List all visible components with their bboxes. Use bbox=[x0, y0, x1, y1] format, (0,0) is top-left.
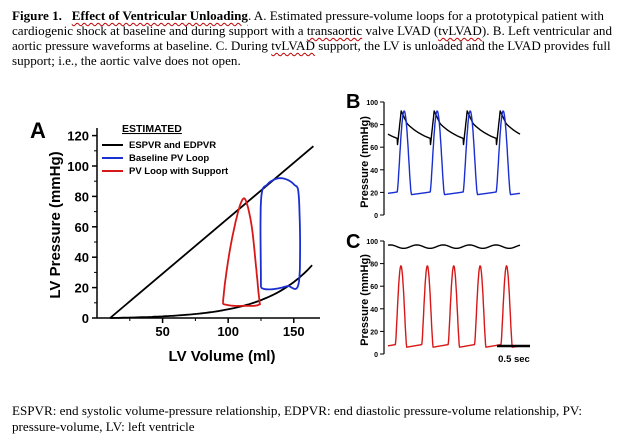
legend-label-support: PV Loop with Support bbox=[129, 166, 229, 177]
panel-a-y-tick-label: 20 bbox=[75, 281, 89, 296]
panel-c-axes: 0 20 40 60 80 100 bbox=[366, 239, 385, 359]
figure-caption: Figure 1. Effect of Ventricular Unloadin… bbox=[12, 8, 628, 68]
pv-series-pv-loop-with-support bbox=[222, 197, 261, 307]
caption-text-1: . A. Estimated pressure-volume loops for… bbox=[12, 8, 604, 38]
pv-series-edpvr bbox=[110, 264, 313, 319]
waveform-y-tick-label: 20 bbox=[370, 329, 378, 336]
panel-a-y-tick-label: 40 bbox=[75, 250, 89, 265]
panel-a-x-tick-label: 150 bbox=[283, 324, 305, 339]
waveform-y-tick-label: 40 bbox=[370, 307, 378, 314]
panel-a-y-axis-label: LV Pressure (mmHg) bbox=[47, 151, 64, 298]
panel-a-y-tick-label: 100 bbox=[67, 159, 89, 174]
panel-a-x-axis-label: LV Volume (ml) bbox=[169, 348, 276, 365]
figure-title: Effect of Ventricular Unloading bbox=[71, 8, 248, 23]
caption-text-2: valve LVAD ( bbox=[362, 23, 439, 38]
panel-a-y-tick-label: 60 bbox=[75, 220, 89, 235]
waveform-y-tick-label: 80 bbox=[370, 123, 378, 130]
panel-a-axes: 0 20 40 60 80 100 120 50 100 150 bbox=[67, 128, 320, 339]
panel-a-y-tick-label: 0 bbox=[82, 311, 89, 326]
legend-title: ESTIMATED bbox=[122, 123, 182, 135]
waveform-y-tick-label: 20 bbox=[370, 190, 378, 197]
panel-b-plot bbox=[387, 110, 521, 196]
waveform-aortic-flat bbox=[387, 244, 521, 249]
abbreviations-footnote: ESPVR: end systolic volume-pressure rela… bbox=[12, 403, 582, 434]
caption-word-tvlvad-1: tvLVAD bbox=[438, 23, 482, 38]
waveform-y-tick-label: 0 bbox=[374, 213, 378, 220]
waveform-y-tick-label: 100 bbox=[366, 100, 378, 107]
panel-a-letter: A bbox=[30, 118, 46, 143]
panel-c-letter: C bbox=[346, 231, 360, 253]
panel-a-x-tick-label: 100 bbox=[217, 324, 239, 339]
caption-text-4: support, the LV is unloaded and the LVAD… bbox=[12, 38, 611, 68]
waveform-aortic bbox=[387, 110, 521, 146]
pv-series-espvr bbox=[109, 145, 314, 319]
panel-b: B Pressure (mmHg) 0 20 40 60 80 100 bbox=[346, 91, 521, 220]
panel-a-x-tick-label: 50 bbox=[155, 324, 169, 339]
waveform-y-tick-label: 0 bbox=[374, 352, 378, 359]
panel-a-plot bbox=[109, 145, 314, 319]
waveform-y-tick-label: 60 bbox=[370, 284, 378, 291]
legend-label-baseline: Baseline PV Loop bbox=[129, 153, 209, 164]
panel-a: A LV Pressure (mmHg) LV Volume (ml) 0 20 4… bbox=[30, 118, 320, 365]
panel-a-legend: ESTIMATED ESPVR and EDPVR Baseline PV Lo… bbox=[102, 123, 229, 177]
panel-c: C Pressure (mmHg) 0 20 40 60 80 100 0.5 sec bbox=[346, 231, 530, 365]
panel-b-axes: 0 20 40 60 80 100 bbox=[366, 100, 385, 220]
panel-b-y-axis-label: Pressure (mmHg) bbox=[359, 116, 371, 208]
panel-c-y-axis-label: Pressure (mmHg) bbox=[359, 254, 371, 346]
waveform-y-tick-label: 80 bbox=[370, 262, 378, 269]
waveform-y-tick-label: 100 bbox=[366, 239, 378, 246]
waveform-y-tick-label: 40 bbox=[370, 168, 378, 175]
figure-panels: A LV Pressure (mmHg) LV Volume (ml) 0 20 4… bbox=[30, 91, 530, 365]
waveform-y-tick-label: 60 bbox=[370, 145, 378, 152]
panel-c-plot bbox=[387, 244, 521, 348]
legend-label-espvr: ESPVR and EDPVR bbox=[129, 140, 216, 151]
figure-label: Figure 1. bbox=[12, 8, 62, 23]
caption-text-3: ). B. Left ventricular and aortic pressu… bbox=[12, 23, 613, 53]
pv-series-baseline-pv-loop bbox=[259, 177, 301, 291]
panel-b-letter: B bbox=[346, 91, 360, 113]
time-scale-label: 0.5 sec bbox=[498, 354, 530, 365]
caption-word-transaortic: transaortic bbox=[306, 23, 363, 38]
caption-word-tvlvad-2: tvLVAD bbox=[271, 38, 315, 53]
waveform-lv bbox=[387, 110, 521, 196]
panel-a-y-tick-label: 80 bbox=[75, 189, 89, 204]
panel-a-y-tick-label: 120 bbox=[67, 129, 89, 144]
waveform-lv bbox=[387, 265, 521, 348]
